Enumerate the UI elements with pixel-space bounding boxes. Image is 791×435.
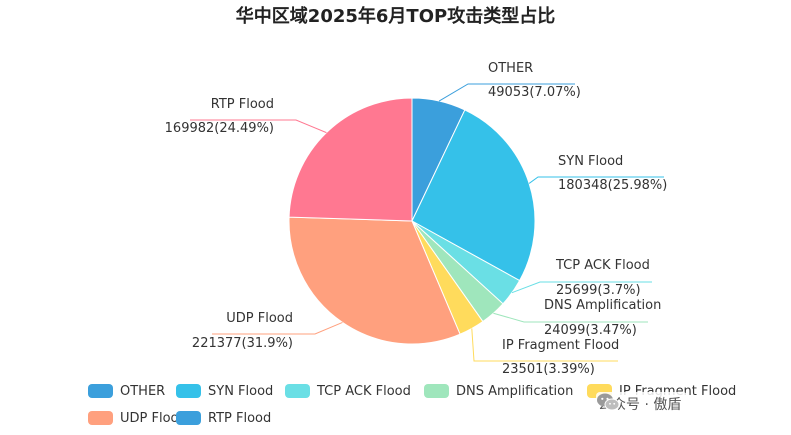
- legend-swatch: [88, 411, 113, 425]
- legend-swatch: [285, 384, 310, 398]
- legend-label: SYN Flood: [208, 383, 274, 399]
- leader-line: [190, 119, 327, 134]
- legend-label: OTHER: [120, 383, 166, 399]
- leader-line: [471, 328, 618, 362]
- slice-label-value: 23501(3.39%): [502, 362, 595, 377]
- legend-item-tcp-ack-flood[interactable]: TCP ACK Flood: [285, 382, 411, 400]
- pie-slice-udp-flood[interactable]: [288, 216, 461, 345]
- legend-swatch: [176, 384, 201, 398]
- legend-item-dns-amplification[interactable]: DNS Amplification: [424, 382, 573, 400]
- slice-label-value: 169982(24.49%): [165, 121, 274, 136]
- wechat-icon: [597, 393, 620, 411]
- pie-slice-rtp-flood[interactable]: [288, 97, 413, 222]
- watermark: 公众号 · 傲盾: [596, 392, 688, 416]
- slice-label-value: 25699(3.7%): [556, 283, 641, 298]
- watermark-text: 公众号 · 傲盾: [598, 397, 682, 413]
- legend-label: UDP Flood: [120, 410, 187, 426]
- slice-label-name: IP Fragment Flood: [502, 338, 619, 353]
- slice-label-value: 24099(3.47%): [544, 323, 637, 338]
- leader-line: [212, 322, 343, 335]
- slice-label-name: TCP ACK Flood: [555, 258, 650, 273]
- leader-line: [438, 83, 575, 102]
- legend-item-other[interactable]: OTHER: [88, 382, 165, 400]
- slice-label-name: DNS Amplification: [544, 298, 661, 313]
- slice-label-name: UDP Flood: [226, 311, 293, 326]
- slice-label-value: 49053(7.07%): [488, 85, 581, 100]
- slice-label-name: SYN Flood: [558, 154, 623, 169]
- legend-label: RTP Flood: [208, 410, 272, 426]
- legend-item-rtp-flood[interactable]: RTP Flood: [176, 409, 271, 427]
- legend-item-udp-flood[interactable]: UDP Flood: [88, 409, 187, 427]
- slice-label-name: RTP Flood: [211, 97, 274, 112]
- legend-item-syn-flood[interactable]: SYN Flood: [176, 382, 273, 400]
- leader-line: [493, 312, 648, 323]
- slice-label-name: OTHER: [488, 61, 533, 76]
- leader-line: [511, 281, 652, 294]
- legend-swatch: [176, 411, 201, 425]
- legend-label: DNS Amplification: [456, 383, 574, 399]
- slice-label-value: 221377(31.9%): [192, 336, 293, 351]
- leader-line: [528, 176, 664, 184]
- legend-label: TCP ACK Flood: [317, 383, 411, 399]
- slice-label-value: 180348(25.98%): [558, 178, 667, 193]
- chart-title: 华中区域2025年6月TOP攻击类型占比: [235, 6, 556, 27]
- legend-swatch: [424, 384, 449, 398]
- legend-swatch: [88, 384, 113, 398]
